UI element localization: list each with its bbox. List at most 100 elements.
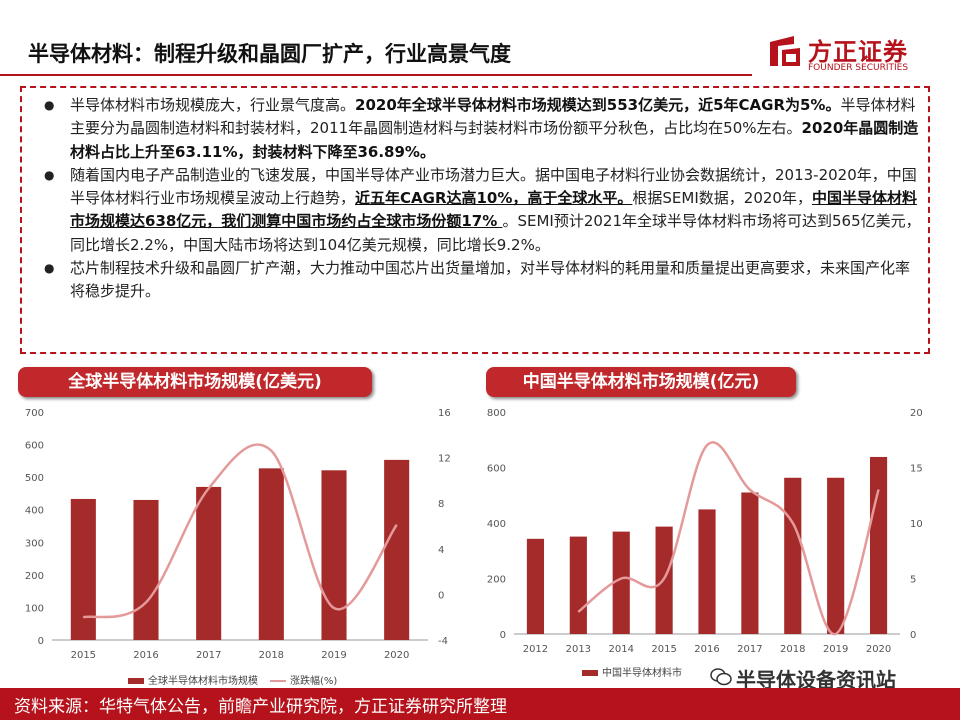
y2-tick-label: 4: [438, 545, 444, 556]
chart-line-point: [706, 444, 708, 446]
body-text: 。SEMI预计2021年全球半导体材料市场将可达到565亿美元，同比增长2.2%…: [70, 212, 921, 254]
global-chart-legend: 全球半导体材料市场规模 涨跌幅(%): [128, 672, 337, 687]
y-tick-label: 0: [38, 636, 44, 647]
chart-bar: [196, 486, 222, 640]
highlight-text: 中国半导体材料市场规模达638亿元，我们测算中国市场约占全球市场份额17%: [70, 189, 917, 231]
founder-logo-icon: [770, 36, 800, 66]
company-logo: 方正证券 FOUNDER SECURITIES: [768, 30, 948, 80]
x-tick-label: 2016: [133, 650, 158, 661]
x-tick-label: 2014: [608, 644, 633, 655]
y2-tick-label: 10: [910, 519, 923, 530]
page-title: 半导体材料：制程升级和晶圆厂扩产，行业高景气度: [28, 42, 511, 66]
x-tick-label: 2016: [694, 644, 719, 655]
y-tick-label: 0: [500, 630, 506, 641]
chart-bar: [698, 509, 716, 634]
y-tick-label: 400: [487, 519, 506, 530]
y2-tick-label: 5: [910, 575, 916, 586]
x-tick-label: 2018: [259, 650, 284, 661]
logo-name-cn: 方正证券: [808, 38, 908, 66]
legend-bar-label: 中国半导体材料市: [602, 668, 682, 679]
y-tick-label: 800: [487, 408, 506, 419]
x-tick-label: 2018: [780, 644, 805, 655]
body-text: 随着国内电子产品制造业的飞速发展，中国半导体产业市场潜力巨大。据中国电子材料行业…: [70, 165, 917, 208]
logo-name-en: FOUNDER SECURITIES: [808, 63, 909, 73]
chart-bar: [384, 459, 410, 640]
y2-tick-label: 20: [910, 408, 923, 419]
summary-bullets: 半导体材料市场规模庞大，行业景气度高。2020年全球半导体材料市场规模达到553…: [42, 94, 922, 304]
legend-line-label: 涨跌幅(%): [290, 676, 338, 687]
chart-bar: [133, 499, 159, 640]
y2-tick-label: 15: [910, 464, 923, 475]
chart-bar: [784, 477, 802, 634]
chart-line-point: [749, 489, 751, 491]
y2-tick-label: 16: [438, 408, 451, 419]
chart-bar: [612, 531, 630, 634]
chart-bar: [569, 536, 587, 634]
y-tick-label: 100: [25, 603, 44, 614]
chart-line-point: [577, 611, 579, 613]
china-market-chart: 0 200 400 600 800 0 5 10 15 20 2012 2013 2014 2015 201…: [487, 408, 923, 655]
legend-bar-swatch: [128, 678, 144, 684]
global-chart-title: 全球半导体材料市场规模(亿美元): [18, 367, 372, 397]
chart-line-point: [620, 578, 622, 579]
x-tick-label: 2020: [866, 644, 891, 655]
x-tick-label: 2015: [651, 644, 676, 655]
x-tick-label: 2019: [823, 644, 848, 655]
chart-line-point: [208, 487, 210, 489]
y2-tick-label: 0: [438, 590, 444, 601]
y-tick-label: 600: [487, 464, 506, 475]
chart-line-point: [663, 578, 665, 579]
y2-tick-label: 12: [438, 454, 451, 465]
footer-bar: [0, 688, 960, 720]
summary-box: 半导体材料市场规模庞大，行业景气度高。2020年全球半导体材料市场规模达到553…: [20, 86, 930, 354]
x-tick-label: 2013: [566, 644, 591, 655]
chart-line-point: [270, 450, 272, 452]
x-tick-label: 2019: [321, 650, 346, 661]
chart-bar: [70, 498, 96, 640]
source-note: 资料来源：华特气体公告，前瞻产业研究院，方正证券研究所整理: [14, 697, 507, 717]
chart-bar: [827, 477, 845, 634]
chart-line-point: [145, 601, 147, 603]
legend-bar-swatch: [582, 670, 598, 676]
y-tick-label: 200: [487, 575, 506, 586]
x-tick-label: 2015: [71, 650, 96, 661]
chart-bar: [741, 492, 759, 634]
china-chart-legend: 中国半导体材料市: [582, 664, 682, 679]
x-tick-label: 2020: [384, 650, 409, 661]
y2-tick-label: 0: [910, 630, 916, 641]
chart-bar: [258, 468, 284, 640]
chart-bar: [869, 456, 888, 634]
chart-bar: [321, 470, 347, 640]
chart-series-line: [83, 443, 398, 619]
chart-line-point: [878, 489, 880, 491]
highlight-text: 2020年全球半导体材料市场规模达到553亿美元，近5年CAGR为5%。: [355, 96, 841, 114]
highlight-text: 近五年CAGR达高10%，高于全球水平。: [355, 189, 633, 208]
x-tick-label: 2017: [737, 644, 762, 655]
header-divider: [0, 74, 752, 76]
body-text: 芯片制程技术升级和晶圆厂扩产潮，大力推动中国芯片出货量增加，对半导体材料的耗用量…: [70, 259, 911, 301]
body-text: 根据SEMI数据，2020年，: [632, 189, 812, 208]
chart-line-point: [82, 616, 84, 618]
y2-tick-label: 8: [438, 499, 444, 510]
x-tick-label: 2012: [523, 644, 548, 655]
highlight-text: 2020年晶圆制造材料占比上升至63.11%，封装材料下降至36.89%。: [70, 119, 919, 161]
china-chart-title: 中国半导体材料市场规模(亿元): [486, 367, 796, 397]
chart-line-point: [333, 607, 335, 609]
body-text: 半导体材料市场规模庞大，行业景气度高。: [70, 96, 356, 114]
chart-line-point: [396, 524, 398, 526]
y-tick-label: 300: [25, 538, 44, 549]
chart-bar: [526, 538, 545, 634]
y-tick-label: 600: [25, 441, 44, 452]
chart-line-point: [792, 522, 794, 524]
summary-bullet: 半导体材料市场规模庞大，行业景气度高。2020年全球半导体材料市场规模达到553…: [42, 94, 922, 164]
y-tick-label: 500: [25, 473, 44, 484]
y-tick-label: 400: [25, 506, 44, 517]
y2-tick-label: -4: [438, 636, 448, 647]
chart-line-point: [835, 633, 837, 635]
summary-bullet: 随着国内电子产品制造业的飞速发展，中国半导体产业市场潜力巨大。据中国电子材料行业…: [42, 164, 922, 257]
legend-line-swatch: [270, 680, 286, 682]
summary-bullet: 芯片制程技术升级和晶圆厂扩产潮，大力推动中国芯片出货量增加，对半导体材料的耗用量…: [42, 257, 922, 304]
y-tick-label: 200: [25, 571, 44, 582]
wechat-icon: [710, 668, 732, 686]
body-text: 半导体材料主要分为晶圆制造材料和封装材料，2011年晶圆制造材料与封装材料市场份…: [70, 96, 916, 138]
